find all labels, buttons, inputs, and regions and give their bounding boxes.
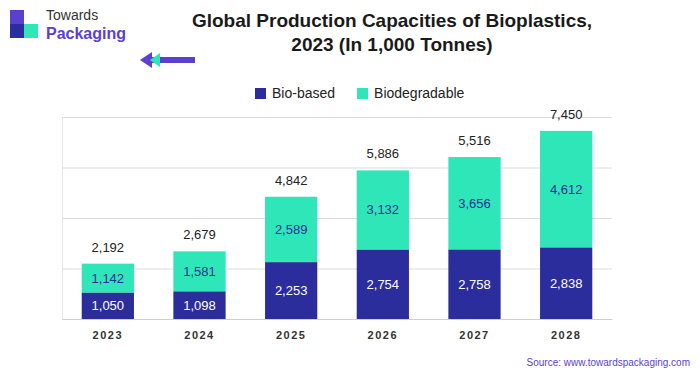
x-tick: 2026 bbox=[368, 319, 398, 341]
total-label: 5,886 bbox=[367, 146, 400, 161]
grid-line bbox=[62, 319, 612, 320]
title: Global Production Capacities of Bioplast… bbox=[192, 10, 592, 55]
grid-line bbox=[62, 269, 612, 270]
bar bbox=[265, 262, 317, 319]
data-label: 3,656 bbox=[458, 196, 491, 211]
y-tick bbox=[62, 319, 612, 320]
y-tick bbox=[62, 117, 612, 118]
brand-text: Packaging bbox=[46, 25, 126, 42]
x-tick-label: 2025 bbox=[276, 329, 306, 341]
total-label: 7,450 bbox=[550, 107, 583, 122]
bar bbox=[173, 291, 225, 319]
data-label: 4,612 bbox=[550, 182, 583, 197]
bar bbox=[448, 249, 500, 319]
bar bbox=[265, 197, 317, 262]
logo-icon bbox=[24, 24, 38, 38]
x-tick-label: 2028 bbox=[551, 329, 581, 341]
data-label: 2,253 bbox=[275, 283, 308, 298]
legend-swatch bbox=[255, 88, 266, 99]
decoration bbox=[150, 53, 160, 67]
x-axis: 2023 2024 2025 2026 2027 2028 bbox=[63, 319, 613, 341]
data-label: 1,098 bbox=[183, 298, 216, 313]
y-tick bbox=[62, 269, 612, 270]
bar bbox=[540, 247, 592, 319]
grid-line bbox=[62, 117, 612, 118]
bar bbox=[82, 264, 134, 293]
x-tick-label: 2026 bbox=[368, 329, 398, 341]
y-tick bbox=[62, 168, 612, 169]
x-tick-label: 2027 bbox=[459, 329, 489, 341]
bar bbox=[357, 170, 409, 249]
x-tick: 2023 bbox=[93, 319, 123, 341]
data-label: 1,050 bbox=[92, 298, 125, 313]
grid-line bbox=[62, 168, 612, 169]
y-tick bbox=[62, 218, 612, 219]
data-label: 2,589 bbox=[275, 222, 308, 237]
bars bbox=[82, 131, 593, 319]
x-tick: 2028 bbox=[551, 319, 581, 341]
data-label: 2,838 bbox=[550, 276, 583, 291]
data-label: 2,754 bbox=[367, 277, 400, 292]
logo: Towards Packaging bbox=[10, 7, 126, 42]
legend: Bio-based Biodegradable bbox=[255, 85, 465, 101]
data-label: 3,132 bbox=[367, 202, 400, 217]
x-tick: 2025 bbox=[276, 319, 306, 341]
total-label: 4,842 bbox=[275, 173, 308, 188]
bar bbox=[448, 157, 500, 249]
logo-icon bbox=[10, 10, 24, 24]
source: Source: www.towardspackaging.com bbox=[527, 357, 690, 368]
brand-text: Towards bbox=[46, 7, 98, 23]
decoration bbox=[140, 52, 195, 68]
bar bbox=[357, 249, 409, 319]
legend-swatch bbox=[357, 88, 368, 99]
x-tick-label: 2024 bbox=[184, 329, 214, 341]
total-label: 2,192 bbox=[92, 240, 125, 255]
data-label: 2,758 bbox=[458, 277, 491, 292]
legend-label: Biodegradable bbox=[374, 85, 465, 101]
legend-label: Bio-based bbox=[272, 85, 335, 101]
total-label: 2,679 bbox=[183, 227, 216, 242]
bar bbox=[82, 292, 134, 319]
grid-line bbox=[62, 218, 612, 219]
bar bbox=[173, 251, 225, 291]
bar bbox=[540, 131, 592, 247]
x-axis-line bbox=[63, 319, 613, 320]
y-axis-line bbox=[63, 118, 613, 320]
logo-icon bbox=[10, 24, 24, 38]
data-labels: 1,050 1,098 2,253 2,754 2,758 2,838 1,142 1,581… bbox=[92, 107, 583, 313]
x-tick: 2024 bbox=[184, 319, 214, 341]
y-axis bbox=[62, 118, 612, 320]
chart: Towards Packaging Global Production Capaci… bbox=[0, 0, 700, 375]
data-label: 1,142 bbox=[92, 271, 125, 286]
x-tick-label: 2023 bbox=[93, 329, 123, 341]
x-tick: 2027 bbox=[459, 319, 489, 341]
data-label: 1,581 bbox=[183, 264, 216, 279]
total-label: 5,516 bbox=[458, 133, 491, 148]
